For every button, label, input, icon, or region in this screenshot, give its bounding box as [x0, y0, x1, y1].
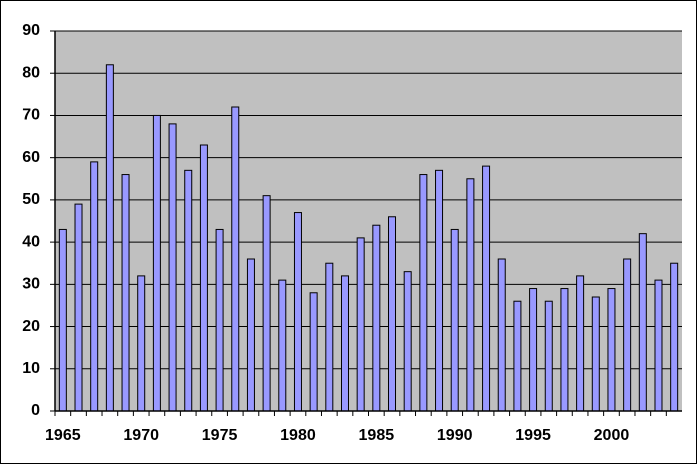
bar	[90, 161, 99, 412]
bar	[591, 296, 600, 412]
bar	[435, 169, 444, 412]
bar	[246, 258, 255, 412]
y-tick-label: 70	[22, 107, 40, 124]
bar	[215, 228, 224, 412]
bar	[152, 114, 161, 412]
bar	[529, 288, 538, 412]
bar	[199, 144, 208, 412]
bar	[293, 212, 302, 412]
y-tick-label: 30	[22, 276, 40, 293]
y-tick-label: 20	[22, 318, 40, 335]
x-tick-label: 1975	[202, 427, 238, 444]
x-tick-label: 1985	[359, 427, 395, 444]
bar	[670, 262, 679, 412]
bar	[654, 279, 663, 412]
bar	[137, 275, 146, 412]
bar	[309, 292, 318, 412]
y-tick-label: 0	[31, 402, 40, 419]
plot-area	[55, 31, 682, 411]
y-tick-label: 60	[22, 149, 40, 166]
bar	[638, 233, 647, 412]
bar	[403, 271, 412, 412]
bar	[497, 258, 506, 412]
y-tick-label: 40	[22, 233, 40, 250]
bar	[388, 216, 397, 412]
bar	[372, 224, 381, 412]
y-tick-label: 90	[22, 22, 40, 39]
bar	[340, 275, 349, 412]
bar	[262, 195, 271, 412]
bar	[544, 300, 553, 412]
bar	[419, 174, 428, 412]
bar	[325, 262, 334, 412]
bar	[278, 279, 287, 412]
y-tick-label: 50	[22, 191, 40, 208]
x-tick-label: 1970	[123, 427, 159, 444]
bar	[623, 258, 632, 412]
bar	[231, 106, 240, 412]
x-tick-label: 1965	[45, 427, 81, 444]
bar	[576, 275, 585, 412]
bar	[482, 165, 491, 412]
bar	[105, 64, 114, 412]
bar	[466, 178, 475, 412]
bar	[513, 300, 522, 412]
x-tick-label: 1990	[437, 427, 473, 444]
bar	[450, 228, 459, 412]
x-tick-label: 2000	[594, 427, 630, 444]
bar	[121, 174, 130, 412]
bar	[184, 169, 193, 412]
bar	[607, 288, 616, 412]
x-tick-label: 1995	[515, 427, 551, 444]
bar	[74, 203, 83, 412]
y-tick-label: 80	[22, 64, 40, 81]
y-tick-label: 10	[22, 360, 40, 377]
bar	[58, 228, 67, 412]
x-tick-label: 1980	[280, 427, 316, 444]
bar	[168, 123, 177, 412]
bar	[356, 237, 365, 412]
bar	[560, 288, 569, 412]
